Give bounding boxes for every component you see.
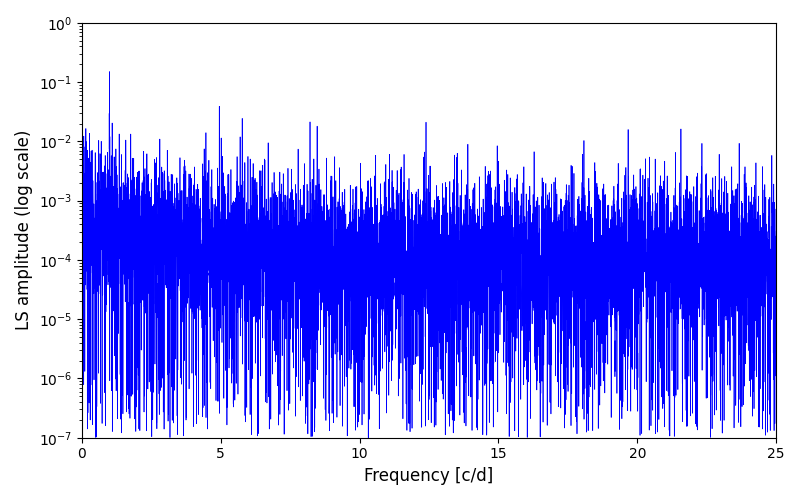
Y-axis label: LS amplitude (log scale): LS amplitude (log scale): [15, 130, 33, 330]
X-axis label: Frequency [c/d]: Frequency [c/d]: [364, 467, 494, 485]
